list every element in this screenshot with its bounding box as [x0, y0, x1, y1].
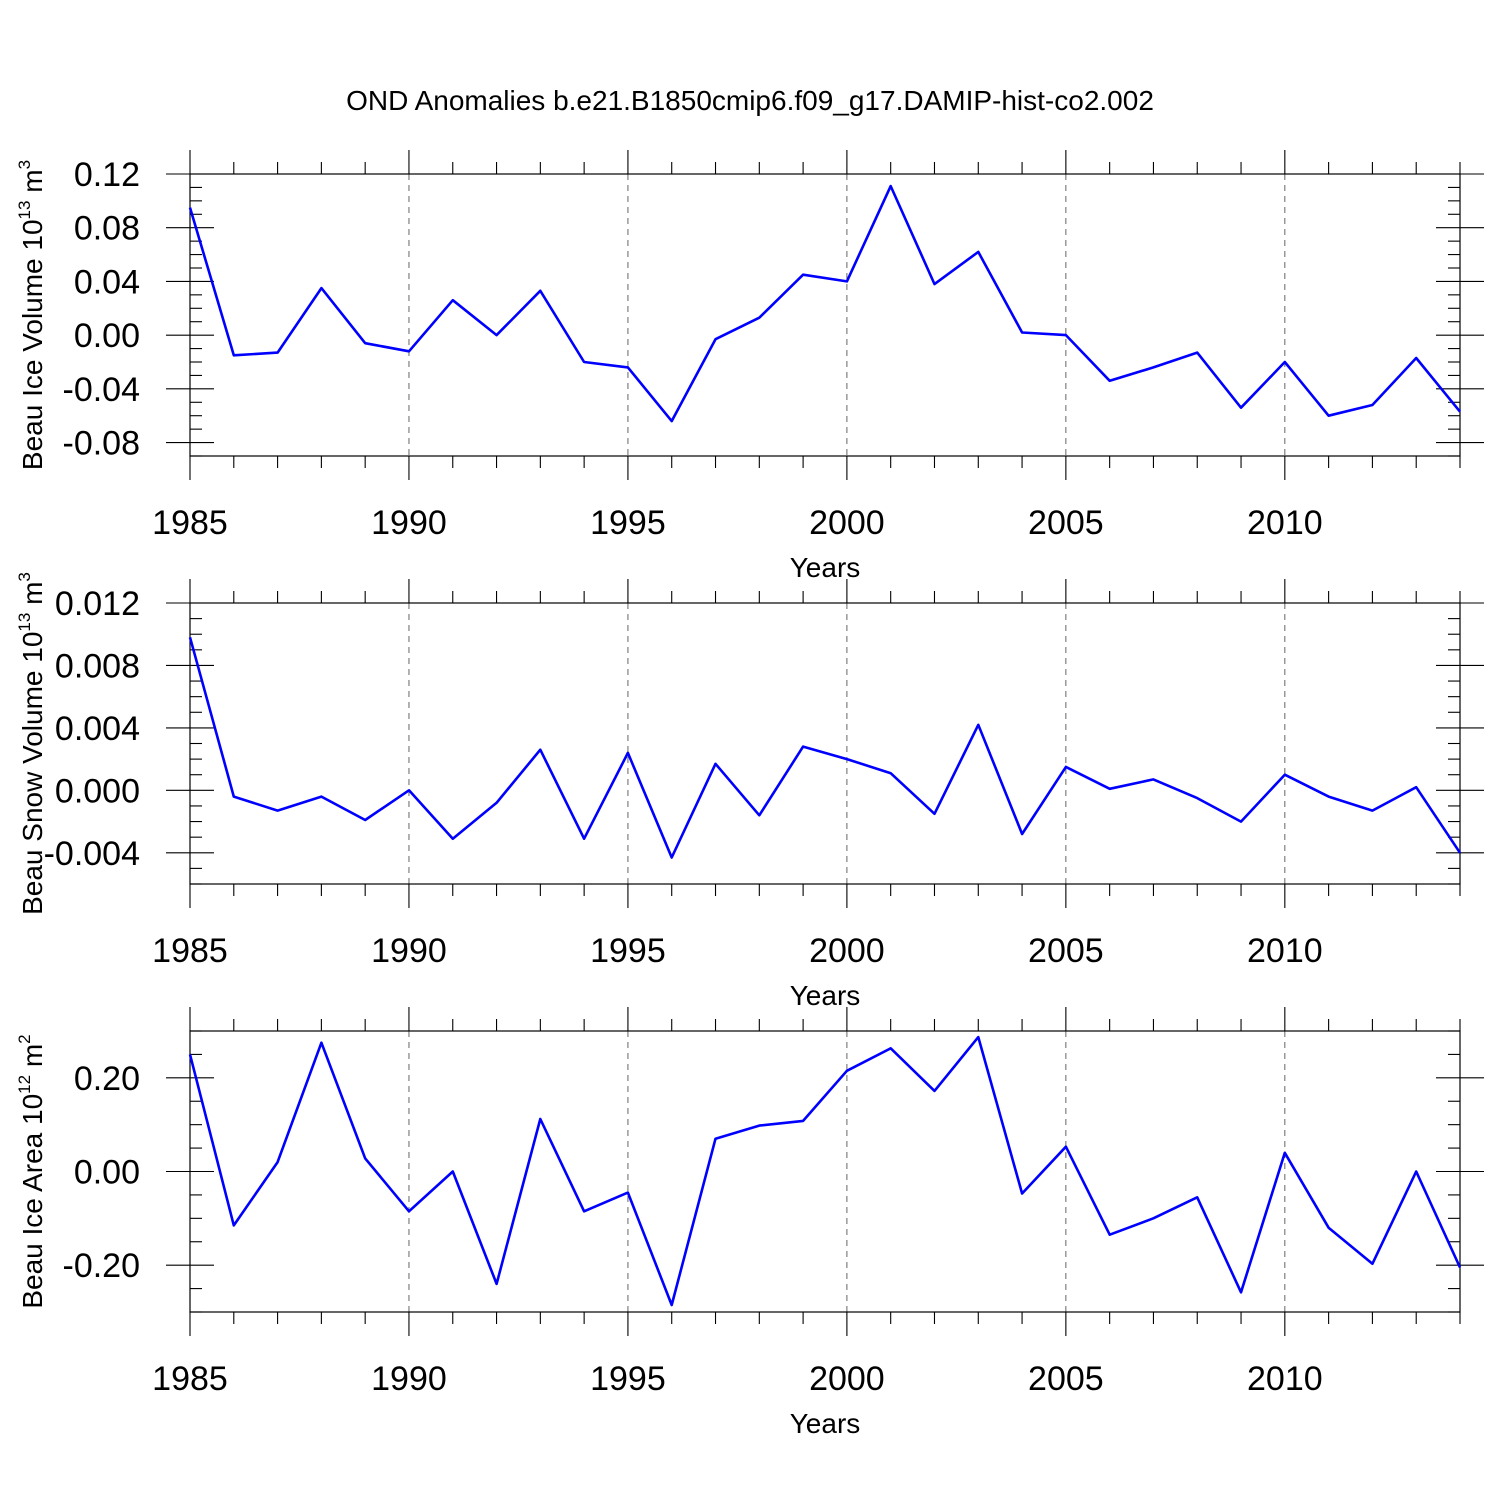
y-axis-label-unit-exponent: 2 [15, 1034, 34, 1043]
panel-ice-volume: 1985 1990 1995 2000 2005 2010 Years -0.08 -0.04 0… [15, 150, 1484, 583]
y-axis-label-text: Beau Ice Area 10 [17, 1094, 48, 1309]
y-tick-label: 0.00 [74, 317, 140, 355]
y-axis-label-exponent: 12 [15, 1075, 34, 1094]
x-tick-label: 1990 [371, 1360, 447, 1398]
y-axis-label-exponent: 13 [15, 613, 34, 632]
y-axis-label-unit: m [17, 169, 48, 200]
x-tick-label: 1985 [152, 932, 228, 970]
x-tick-label: 2010 [1247, 504, 1323, 542]
figure-title: OND Anomalies b.e21.B1850cmip6.f09_g17.D… [346, 85, 1154, 116]
x-tick-label: 2010 [1247, 1360, 1323, 1398]
y-tick-label: 0.08 [74, 210, 140, 248]
plot-frame [189, 173, 1461, 457]
x-axis-label: Years [790, 980, 861, 1011]
y-axis-label: Beau Snow Volume 1013 m3 [15, 572, 48, 915]
y-axis-label-text: Beau Snow Volume 10 [17, 632, 48, 915]
x-tick-label: 1990 [371, 504, 447, 542]
x-tick-label: 2000 [809, 932, 885, 970]
x-tick-label: 2005 [1028, 932, 1104, 970]
panel-ice-area: 1985 1990 1995 2000 2005 2010 Years -0.20 0.00 0.… [15, 1007, 1484, 1439]
y-tick-label: -0.08 [63, 425, 141, 463]
x-tick-label: 2010 [1247, 932, 1323, 970]
panel-snow-volume: 1985 1990 1995 2000 2005 2010 Years -0.004 0.000… [15, 572, 1484, 1011]
y-tick-label: -0.04 [63, 371, 141, 409]
x-tick-label: 1995 [590, 932, 666, 970]
x-tick-label: 1995 [590, 504, 666, 542]
y-axis-label-exponent: 13 [15, 201, 34, 220]
y-tick-label: 0.012 [55, 585, 140, 623]
x-tick-label: 1985 [152, 504, 228, 542]
series-line-ice-volume [188, 184, 1462, 423]
y-tick-label: 0.000 [55, 772, 140, 810]
y-tick-label: 0.008 [55, 647, 140, 685]
x-tick-label: 1990 [371, 932, 447, 970]
x-tick-label: 2005 [1028, 504, 1104, 542]
y-axis-label-unit-exponent: 3 [15, 160, 34, 169]
y-tick-label: 0.20 [74, 1060, 140, 1098]
x-axis-label: Years [790, 1408, 861, 1439]
x-tick-label: 2000 [809, 504, 885, 542]
x-axis-label: Years [790, 552, 861, 583]
y-tick-label: -0.20 [63, 1247, 141, 1285]
y-tick-label: 0.00 [74, 1154, 140, 1192]
y-tick-label: 0.12 [74, 156, 140, 194]
series-line-ice-area [188, 1035, 1462, 1307]
y-axis-label-unit: m [17, 582, 48, 613]
plot-frame [189, 1030, 1461, 1313]
y-axis-label-unit: m [17, 1044, 48, 1075]
x-tick-label: 2000 [809, 1360, 885, 1398]
y-tick-label: 0.04 [74, 263, 140, 301]
y-tick-label: -0.004 [44, 835, 140, 873]
x-tick-label: 1995 [590, 1360, 666, 1398]
y-axis-label-unit-exponent: 3 [15, 572, 34, 581]
series-line-snow-volume [188, 636, 1462, 859]
y-axis-label: Beau Ice Area 1012 m2 [15, 1034, 48, 1308]
plot-frame [189, 602, 1461, 885]
x-tick-label: 2005 [1028, 1360, 1104, 1398]
y-tick-label: 0.004 [55, 710, 140, 748]
x-tick-label: 1985 [152, 1360, 228, 1398]
y-axis-label: Beau Ice Volume 1013 m3 [15, 160, 48, 470]
y-axis-label-text: Beau Ice Volume 10 [17, 219, 48, 470]
